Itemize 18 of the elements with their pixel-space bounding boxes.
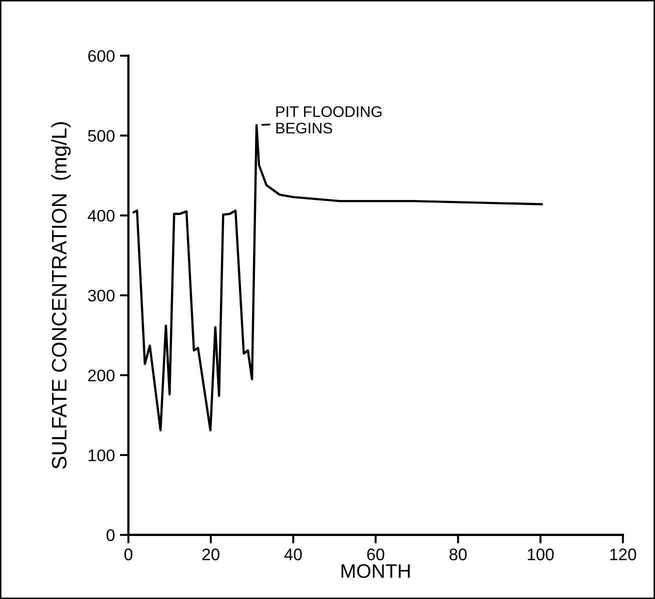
y-tick-label: 0 (106, 529, 115, 542)
y-tick-label: 300 (88, 290, 115, 302)
y-tick-label: 500 (88, 130, 115, 142)
x-tick-label: 120 (610, 548, 636, 560)
y-tick-label: 200 (88, 370, 115, 382)
x-tick-label: 80 (450, 548, 467, 560)
y-tick-label: 600 (88, 50, 115, 62)
y-tick-label: 400 (88, 210, 115, 222)
x-tick-label: 40 (284, 548, 302, 560)
x-tick-label: 60 (367, 548, 384, 560)
x-axis-title: MONTH (342, 564, 410, 578)
x-tick-label: 20 (202, 548, 220, 560)
y-axis-title: SULFATE CONCENTRATION (mg/L) (51, 122, 71, 469)
x-tick-label: 100 (528, 548, 554, 560)
x-tick-label: 0 (124, 548, 132, 560)
y-tick-label: 100 (88, 449, 115, 462)
line-series (132, 124, 543, 432)
annotation: PIT FLOODING BEGINS (276, 106, 382, 134)
